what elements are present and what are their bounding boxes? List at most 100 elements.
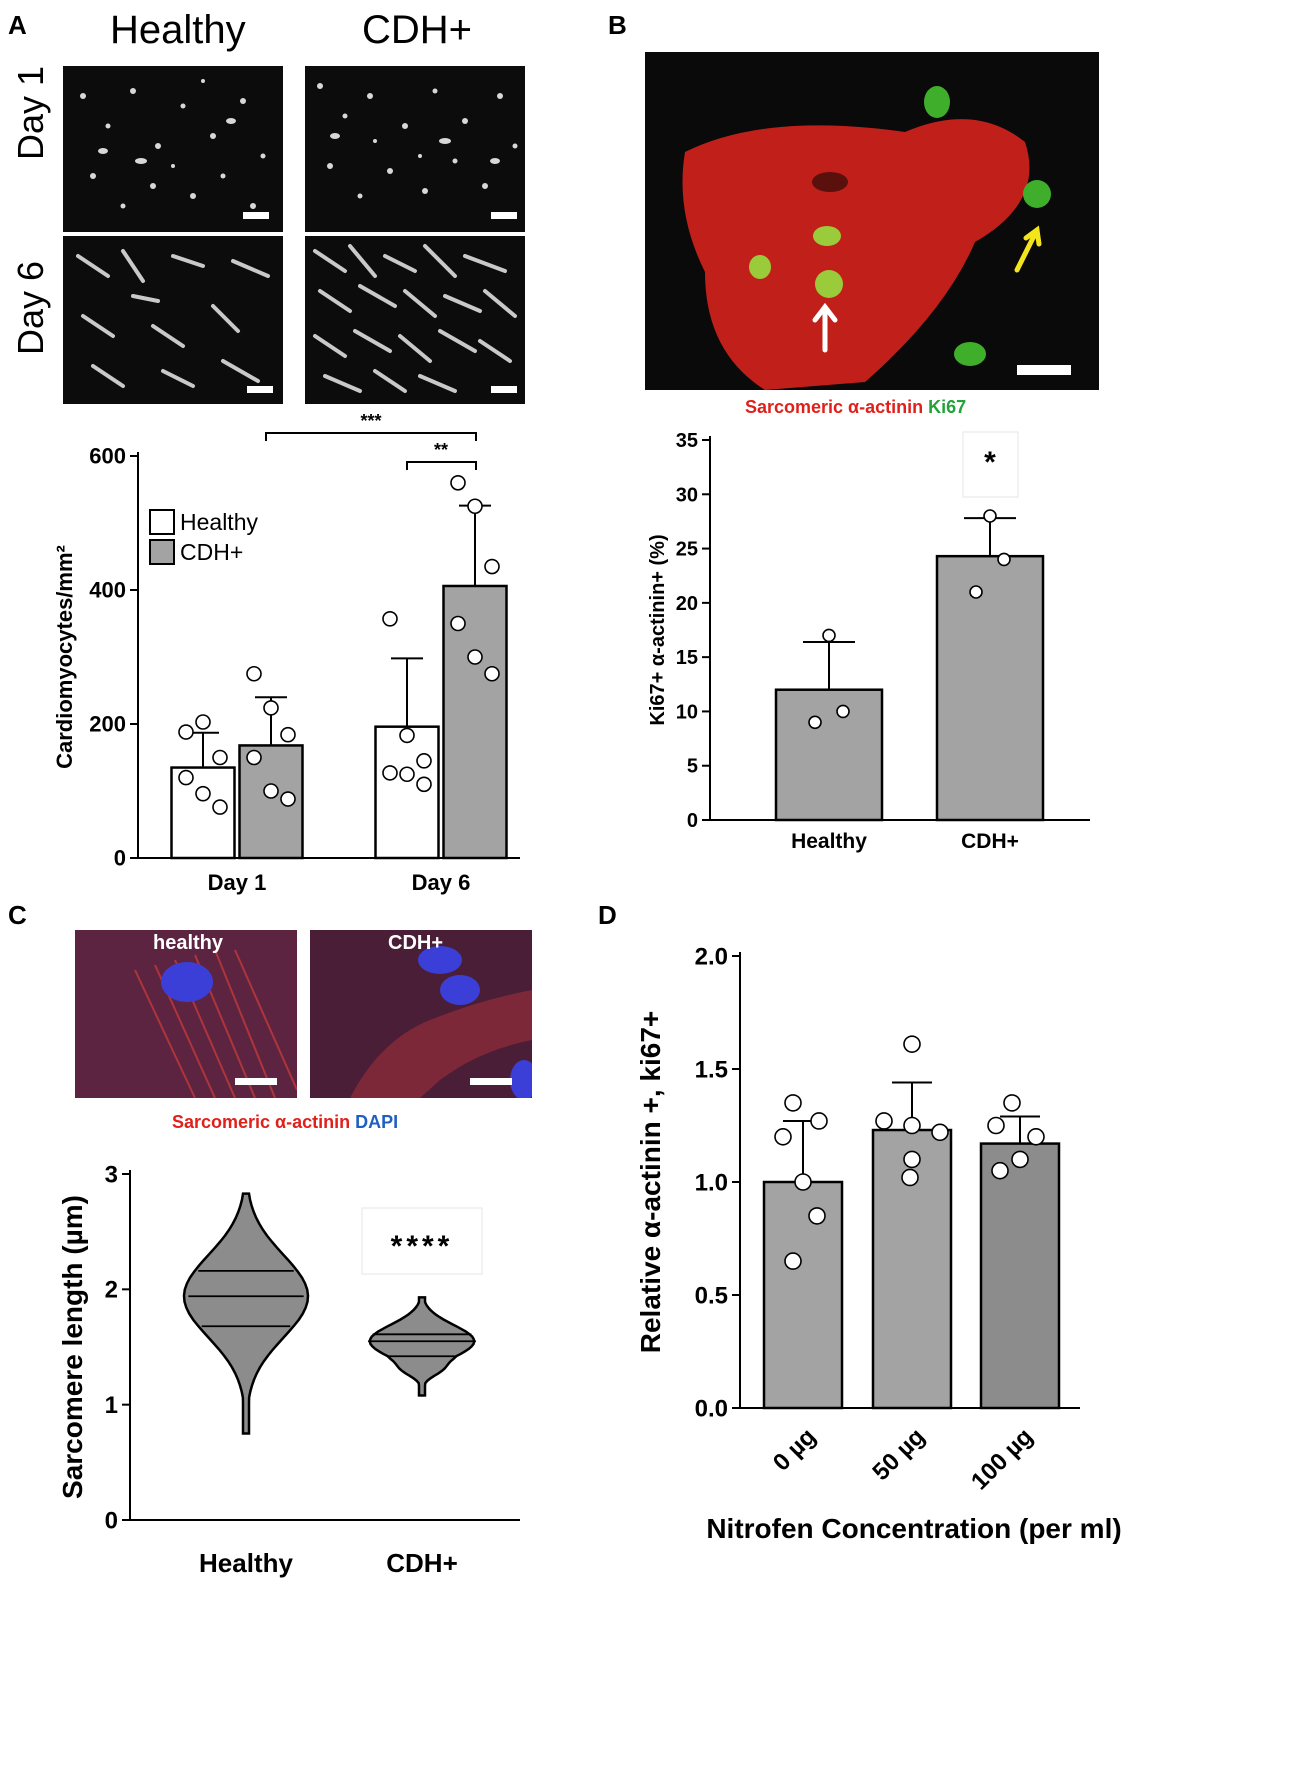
y-axis-label: Sarcomere length (µm) xyxy=(57,1195,88,1499)
scale-bar xyxy=(491,212,517,219)
data-point xyxy=(212,749,228,766)
micrograph-healthy-sarcomere: healthy xyxy=(75,930,297,1098)
y-tick-label: 20 xyxy=(676,593,698,615)
row-label-day1: Day 1 xyxy=(10,65,51,160)
y-tick-label: 0 xyxy=(114,846,126,871)
data-point xyxy=(195,714,211,730)
cells-sparse xyxy=(80,79,266,209)
data-point xyxy=(991,1161,1009,1180)
scale-bar xyxy=(470,1078,512,1085)
data-point xyxy=(1027,1128,1045,1146)
data-point xyxy=(903,1150,921,1169)
data-point xyxy=(416,753,432,769)
data-point xyxy=(399,727,415,744)
chart-a: 0 200 400 600 Day 1 Day 6 Cardiomyocytes/mm² He… xyxy=(52,411,520,895)
data-point xyxy=(246,749,262,766)
data-point xyxy=(822,628,836,643)
data-point xyxy=(808,715,822,730)
bar xyxy=(979,1142,1061,1410)
data-point xyxy=(901,1168,919,1187)
legend-swatch xyxy=(149,509,175,535)
data-point xyxy=(484,665,500,682)
y-tick-label: 10 xyxy=(676,701,698,723)
data-point xyxy=(808,1207,826,1225)
x-tick-label: Day 6 xyxy=(412,870,471,895)
data-point xyxy=(784,1094,802,1112)
cells-dense xyxy=(313,244,517,393)
x-tick-label: CDH+ xyxy=(961,830,1019,853)
data-point xyxy=(195,785,211,802)
data-point xyxy=(794,1173,812,1191)
y-tick-label: 0 xyxy=(687,810,698,832)
data-point xyxy=(450,615,466,632)
data-point xyxy=(212,799,228,815)
x-tick-label: Day 1 xyxy=(208,870,267,895)
data-point xyxy=(263,783,279,799)
x-tick-label: Healthy xyxy=(791,830,867,853)
bar xyxy=(935,554,1045,822)
y-tick-label: 2.0 xyxy=(695,943,728,970)
y-tick-label: 5 xyxy=(687,756,698,778)
data-point xyxy=(784,1252,802,1270)
data-point xyxy=(280,791,296,807)
scale-bar xyxy=(1017,365,1071,375)
micrograph-cdh-day6 xyxy=(305,236,525,404)
y-tick-label: 200 xyxy=(89,712,126,737)
chart-d: 0.0 0.5 1.0 1.5 2.0 0 µg 50 µg 100 µg Relative α… xyxy=(635,943,1122,1544)
panel-label-a: A xyxy=(8,10,27,40)
significance-box xyxy=(361,1207,483,1275)
y-tick-label: 0.5 xyxy=(695,1282,728,1309)
y-tick-label: 0 xyxy=(105,1507,118,1534)
chart-b: 0 5 10 15 20 25 30 35 Healthy CDH+ Ki67+ α-actinin… xyxy=(647,430,1090,853)
y-tick-label: 30 xyxy=(676,484,698,506)
x-axis-label: Nitrofen Concentration (per ml) xyxy=(706,1513,1121,1544)
data-point xyxy=(903,1035,921,1053)
bar xyxy=(374,725,440,860)
y-axis-label: Ki67+ α-actinin+ (%) xyxy=(647,534,669,725)
cells-sparse xyxy=(317,83,518,199)
y-tick-label: 2 xyxy=(105,1277,118,1304)
bar xyxy=(762,1180,844,1410)
x-tick-label: 100 µg xyxy=(966,1423,1038,1495)
data-point xyxy=(983,509,997,523)
data-point xyxy=(836,704,850,719)
striated-fibers xyxy=(75,930,297,1098)
data-point xyxy=(280,726,296,743)
y-tick-label: 3 xyxy=(105,1161,118,1188)
label-cdh-image: CDH+ xyxy=(388,932,444,954)
data-point xyxy=(997,552,1011,567)
data-point xyxy=(969,585,983,599)
micrograph-healthy-day1 xyxy=(63,66,283,232)
scale-bar xyxy=(247,386,273,393)
data-point xyxy=(399,766,415,783)
col-header-healthy: Healthy xyxy=(110,8,246,52)
data-point xyxy=(263,700,279,716)
violin xyxy=(368,1296,476,1397)
data-point xyxy=(1003,1094,1021,1112)
label-healthy-image: healthy xyxy=(153,932,224,954)
x-tick-label: CDH+ xyxy=(386,1548,458,1578)
col-header-cdh: CDH+ xyxy=(362,8,473,52)
significance-box xyxy=(962,431,1019,498)
data-point xyxy=(987,1116,1005,1135)
y-tick-label: 15 xyxy=(676,647,698,669)
row-label-day6: Day 6 xyxy=(10,260,51,355)
y-tick-label: 0.0 xyxy=(695,1395,728,1422)
significance-label: *** xyxy=(360,411,381,431)
data-point xyxy=(774,1128,792,1146)
legend-dapi: DAPI xyxy=(355,1112,399,1132)
y-tick-label: 1 xyxy=(105,1392,118,1419)
data-point xyxy=(903,1116,921,1135)
violin xyxy=(182,1192,310,1435)
disorganized-fibers xyxy=(310,930,532,1098)
data-point xyxy=(484,558,500,575)
data-point xyxy=(1011,1150,1029,1169)
y-tick-label: 400 xyxy=(89,578,126,603)
significance-label: ** xyxy=(434,440,448,460)
data-point xyxy=(467,649,483,665)
y-tick-label: 1.5 xyxy=(695,1056,728,1083)
legend-label: Healthy xyxy=(180,509,258,535)
data-point xyxy=(178,724,194,740)
white-arrow xyxy=(812,302,838,353)
chart-c: 0 1 2 3 Healthy CDH+ Sarcomere length (µm) **** xyxy=(57,1161,520,1578)
